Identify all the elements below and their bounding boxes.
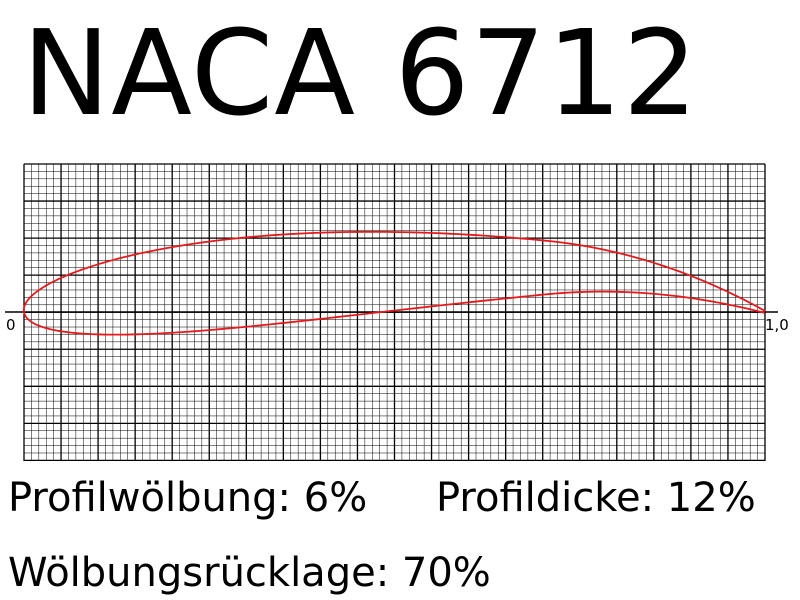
graph-paper-grid	[23, 163, 766, 462]
airfoil-profile	[22, 230, 766, 336]
thickness-stat: Profildicke: 12%	[436, 475, 756, 521]
x-axis-end-label: 1,0	[765, 316, 789, 334]
airfoil-title: NACA 6712	[22, 4, 699, 142]
camber-stat: Profilwölbung: 6%	[8, 475, 368, 521]
camber-position-stat: Wölbungsrücklage: 70%	[8, 550, 491, 596]
x-axis-start-label: 0	[6, 316, 16, 334]
